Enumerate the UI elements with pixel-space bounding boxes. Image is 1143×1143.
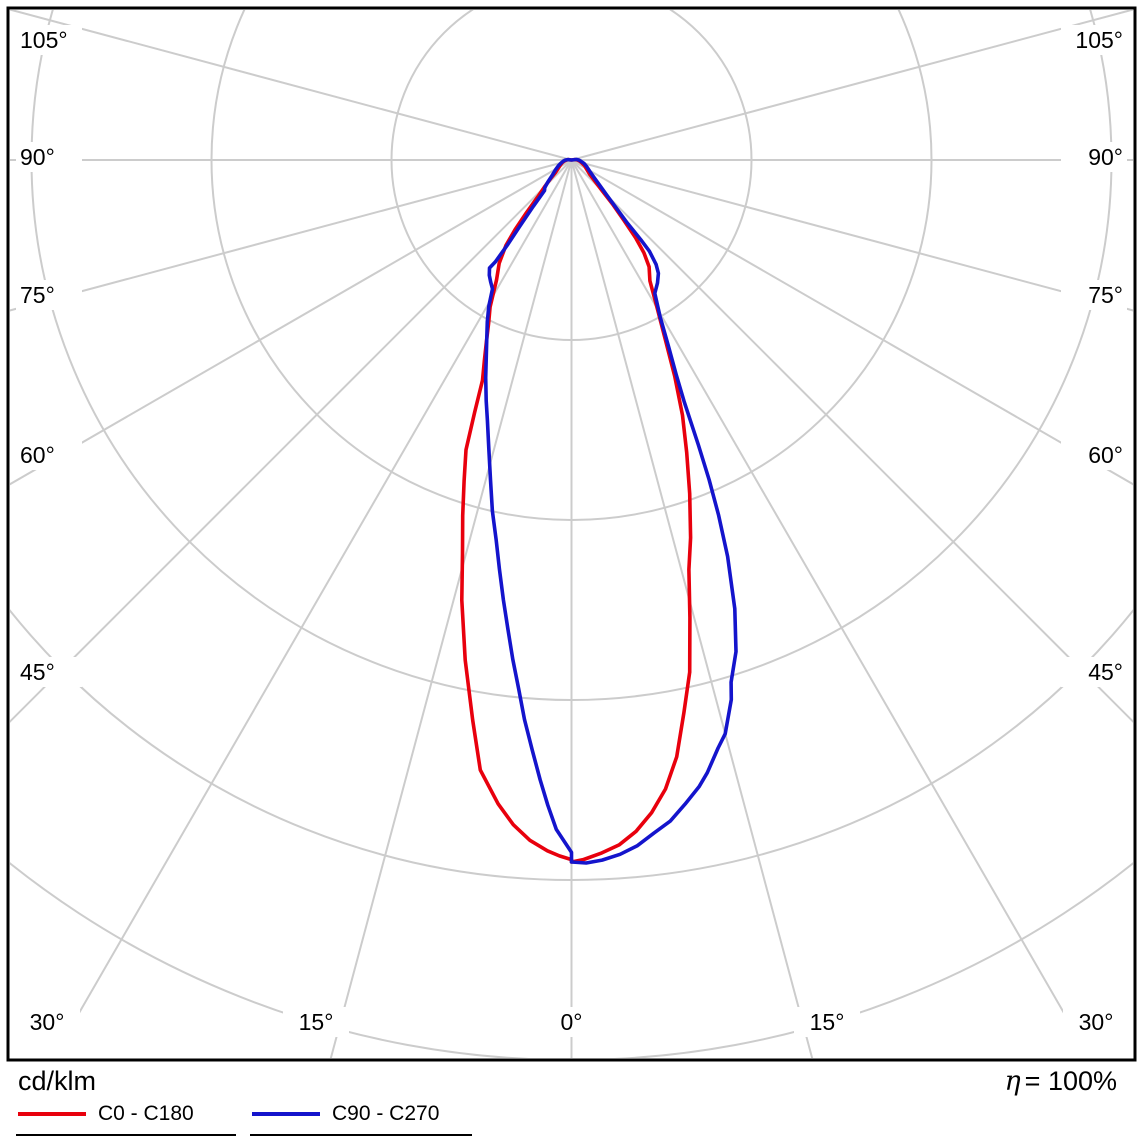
label-backing — [1061, 25, 1127, 55]
legend: C0 - C180 C90 - C270 — [16, 1098, 472, 1136]
legend-line-blue — [252, 1112, 320, 1116]
efficiency-label: η = 100% — [1004, 1066, 1117, 1097]
angle-label: 75° — [20, 282, 55, 308]
angle-label: 60° — [20, 442, 55, 468]
label-backing — [16, 25, 82, 55]
angle-label: 0° — [561, 1009, 583, 1035]
angle-label: 15° — [299, 1009, 334, 1035]
grid-ray — [571, 159, 1133, 312]
angle-label: 45° — [20, 659, 55, 685]
label-backing — [16, 440, 82, 470]
label-backing — [16, 142, 82, 172]
angle-label: 60° — [1088, 442, 1123, 468]
angle-label: 45° — [1088, 659, 1123, 685]
grid-ray — [329, 159, 573, 1058]
label-backing — [16, 657, 82, 687]
label-backing — [794, 1007, 860, 1037]
grid-ray — [10, 159, 573, 486]
angle-label: 90° — [1088, 144, 1123, 170]
curve-c90-c270 — [483, 157, 738, 865]
legend-item-c90-c270: C90 - C270 — [250, 1098, 472, 1136]
angle-label: 90° — [20, 144, 55, 170]
legend-label-c90-c270: C90 - C270 — [332, 1102, 440, 1125]
legend-label-c0-c180: C0 - C180 — [98, 1102, 194, 1125]
curves — [460, 157, 738, 865]
grid-ray — [571, 10, 1133, 161]
units-label: cd/klm — [18, 1066, 97, 1096]
angle-label: 30° — [30, 1009, 65, 1035]
grid-ray — [570, 159, 1133, 486]
angle-label: 15° — [810, 1009, 845, 1035]
label-backing — [14, 1007, 80, 1037]
legend-item-c0-c180: C0 - C180 — [16, 1098, 236, 1136]
label-backing — [16, 280, 82, 310]
angle-label: 105° — [1075, 27, 1123, 53]
label-backing — [283, 1007, 349, 1037]
label-backing — [1061, 280, 1127, 310]
angle-label: 105° — [20, 27, 68, 53]
eta-symbol: η — [1004, 1066, 1021, 1097]
label-backing — [1061, 440, 1127, 470]
grid-ray — [10, 10, 572, 161]
legend-line-red — [18, 1112, 86, 1116]
angle-label: 75° — [1088, 282, 1123, 308]
grid-ray — [10, 159, 573, 723]
label-backing — [1063, 1007, 1129, 1037]
label-backing — [1061, 142, 1127, 172]
label-backing — [1061, 657, 1127, 687]
grid-ray — [10, 159, 572, 312]
grid-ray — [570, 159, 814, 1058]
polar-chart: 105° 90° 75° 60° 45° 105° 90° 75° 60° 45° 30° 15° 0°… — [6, 6, 1137, 1062]
angle-label: 30° — [1079, 1009, 1114, 1035]
eta-value: = 100% — [1024, 1066, 1117, 1096]
grid-ray — [570, 159, 1133, 723]
label-backing — [538, 1007, 605, 1037]
